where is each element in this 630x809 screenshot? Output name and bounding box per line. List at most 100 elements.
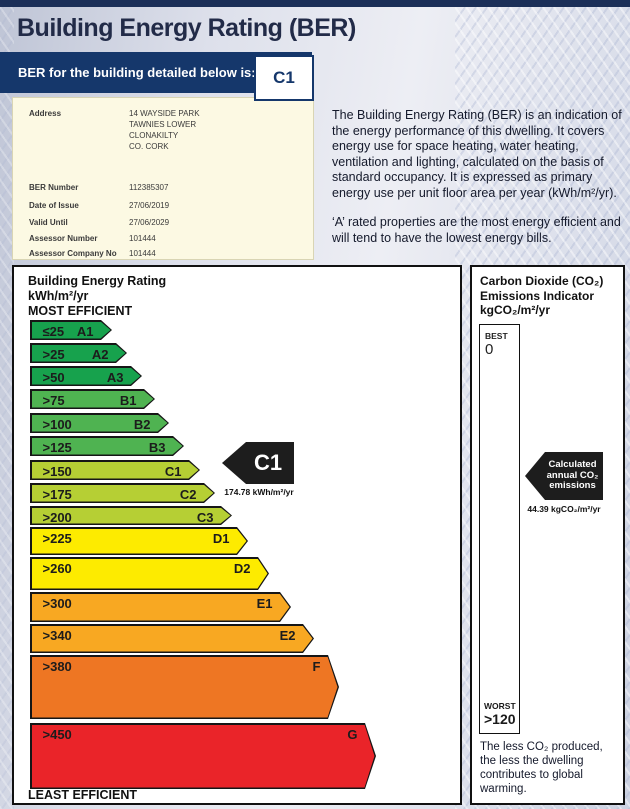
ber-description-paragraph-1: The Building Energy Rating (BER) is an i…: [332, 108, 622, 200]
co2-title-line1: Carbon Dioxide (CO₂): [480, 274, 604, 288]
band-range-label: ≤25: [42, 323, 65, 339]
ber-band-fill: >380 F: [32, 657, 338, 718]
address-line: TAWNIES LOWER: [129, 120, 197, 129]
ber-band-fill: >75 B1: [32, 391, 154, 408]
ber-rating-chart: Building Energy Rating kWh/m²/yr MOST EF…: [12, 265, 462, 805]
detail-row-value: 101444: [129, 234, 156, 243]
band-grade-label: C1: [164, 463, 182, 479]
ber-band-c1: >150 C1: [30, 460, 200, 480]
band-range-label: >300: [42, 595, 72, 611]
band-range-label: >225: [42, 530, 72, 546]
most-efficient-label: MOST EFFICIENT: [28, 304, 133, 318]
co2-best-label: BEST: [485, 331, 508, 341]
band-grade-label: G: [347, 726, 358, 742]
co2-panel-title: Carbon Dioxide (CO₂) Emissions Indicator…: [480, 274, 603, 318]
ber-band-fill: >450 G: [32, 725, 375, 788]
address-line: 14 WAYSIDE PARK: [129, 109, 200, 118]
band-range-label: >175: [42, 486, 72, 502]
ber-grade-box: C1: [254, 55, 314, 101]
band-grade-label: B1: [119, 392, 137, 408]
ber-description-paragraph-2: ‘A’ rated properties are the most energy…: [332, 215, 621, 245]
ber-band-fill: >175 C2: [32, 485, 214, 502]
co2-scale-bar: BEST 0 WORST >120: [479, 324, 520, 734]
band-range-label: >25: [42, 346, 65, 362]
co2-arrow-label: Calculated annual CO₂ emissions: [546, 459, 599, 492]
ber-band-fill: >340 E2: [32, 626, 313, 652]
detail-row-value: 112385307: [129, 183, 169, 192]
ber-band-b3: >125 B3: [30, 436, 184, 456]
ber-band-fill: >125 B3: [32, 438, 183, 455]
band-grade-label: A3: [106, 369, 124, 385]
ber-band-a3: >50 A3: [30, 366, 142, 386]
band-grade-label: C3: [196, 509, 214, 525]
co2-emissions-panel: Carbon Dioxide (CO₂) Emissions Indicator…: [470, 265, 625, 805]
band-grade-label: D2: [233, 560, 251, 576]
ber-band-b2: >100 B2: [30, 413, 169, 433]
co2-title-line3: kgCO₂/m²/yr: [480, 303, 551, 317]
band-range-label: >75: [42, 392, 65, 408]
ber-band-fill: >300 E1: [32, 594, 290, 621]
ber-band-a1: ≤25 A1: [30, 320, 112, 340]
band-range-label: >380: [42, 658, 72, 674]
ber-band-d2: >260 D2: [30, 557, 269, 590]
ber-band-g: >450 G: [30, 723, 376, 789]
band-grade-label: E2: [279, 627, 296, 643]
co2-value: 44.39 kgCO₂/m²/yr: [527, 504, 601, 514]
address-label: Address: [29, 109, 62, 118]
band-grade-label: E1: [256, 595, 273, 611]
ber-band-fill: >260 D2: [32, 559, 268, 589]
ber-band-e2: >340 E2: [30, 624, 314, 653]
ber-band-e1: >300 E1: [30, 592, 291, 622]
rating-grade: C1: [253, 450, 283, 475]
co2-worst-value: >120: [484, 711, 516, 727]
chart-unit: kWh/m²/yr: [28, 289, 89, 303]
ber-band-f: >380 F: [30, 655, 339, 719]
band-range-label: >340: [42, 627, 72, 643]
detail-row-value: 27/06/2019: [129, 201, 170, 210]
ber-band-fill: ≤25 A1: [32, 322, 111, 339]
detail-row-label: Assessor Number: [29, 234, 98, 243]
band-range-label: >100: [42, 416, 72, 432]
ber-band-b1: >75 B1: [30, 389, 155, 409]
band-grade-label: A2: [91, 346, 109, 362]
top-navy-strip: [0, 0, 630, 7]
ber-band-d1: >225 D1: [30, 527, 248, 555]
band-range-label: >150: [42, 463, 72, 479]
page-title: Building Energy Rating (BER): [17, 14, 356, 42]
band-range-label: >50: [42, 369, 65, 385]
least-efficient-label: LEAST EFFICIENT: [28, 788, 138, 802]
co2-footnote: The less CO₂ produced, the less the dwel…: [480, 741, 603, 795]
band-grade-label: B3: [148, 439, 166, 455]
detail-row-label: Valid Until: [29, 218, 68, 227]
ber-banner-label: BER for the building detailed below is:: [18, 65, 256, 80]
chart-title: Building Energy Rating kWh/m²/yr: [28, 274, 166, 304]
ber-description: The Building Energy Rating (BER) is an i…: [332, 108, 625, 260]
ber-band-c2: >175 C2: [30, 483, 215, 503]
band-grade-label: D1: [212, 530, 230, 546]
co2-title-line2: Emissions Indicator: [480, 288, 595, 303]
band-range-label: >125: [42, 439, 72, 455]
detail-row-label: Date of Issue: [29, 201, 79, 210]
building-details-panel: Address 14 WAYSIDE PARK TAWNIES LOWER CL…: [12, 97, 314, 260]
ber-band-fill: >200 C3: [32, 508, 231, 524]
ber-band-fill: >225 D1: [32, 529, 247, 554]
detail-row-value: 27/06/2029: [129, 218, 170, 227]
band-range-label: >260: [42, 560, 72, 576]
address-line: CO. CORK: [129, 142, 169, 151]
band-grade-label: A1: [76, 323, 94, 339]
detail-row-label: Assessor Company No: [29, 249, 117, 258]
rating-value: 174.78 kWh/m²/yr: [224, 487, 294, 497]
ber-band-a2: >25 A2: [30, 343, 127, 363]
band-grade-label: B2: [133, 416, 151, 432]
co2-best-value: 0: [485, 341, 494, 358]
chart-title-line1: Building Energy Rating: [28, 274, 167, 288]
ber-band-c3: >200 C3: [30, 506, 232, 525]
address-line: CLONAKILTY: [129, 131, 179, 140]
detail-row-value: 101444: [129, 249, 156, 258]
co2-worst-label: WORST: [484, 701, 516, 711]
ber-band-fill: >100 B2: [32, 415, 168, 432]
ber-band-fill: >150 C1: [32, 462, 199, 479]
ber-band-fill: >25 A2: [32, 345, 126, 362]
ber-band-fill: >50 A3: [32, 368, 141, 385]
band-grade-label: C2: [179, 486, 197, 502]
